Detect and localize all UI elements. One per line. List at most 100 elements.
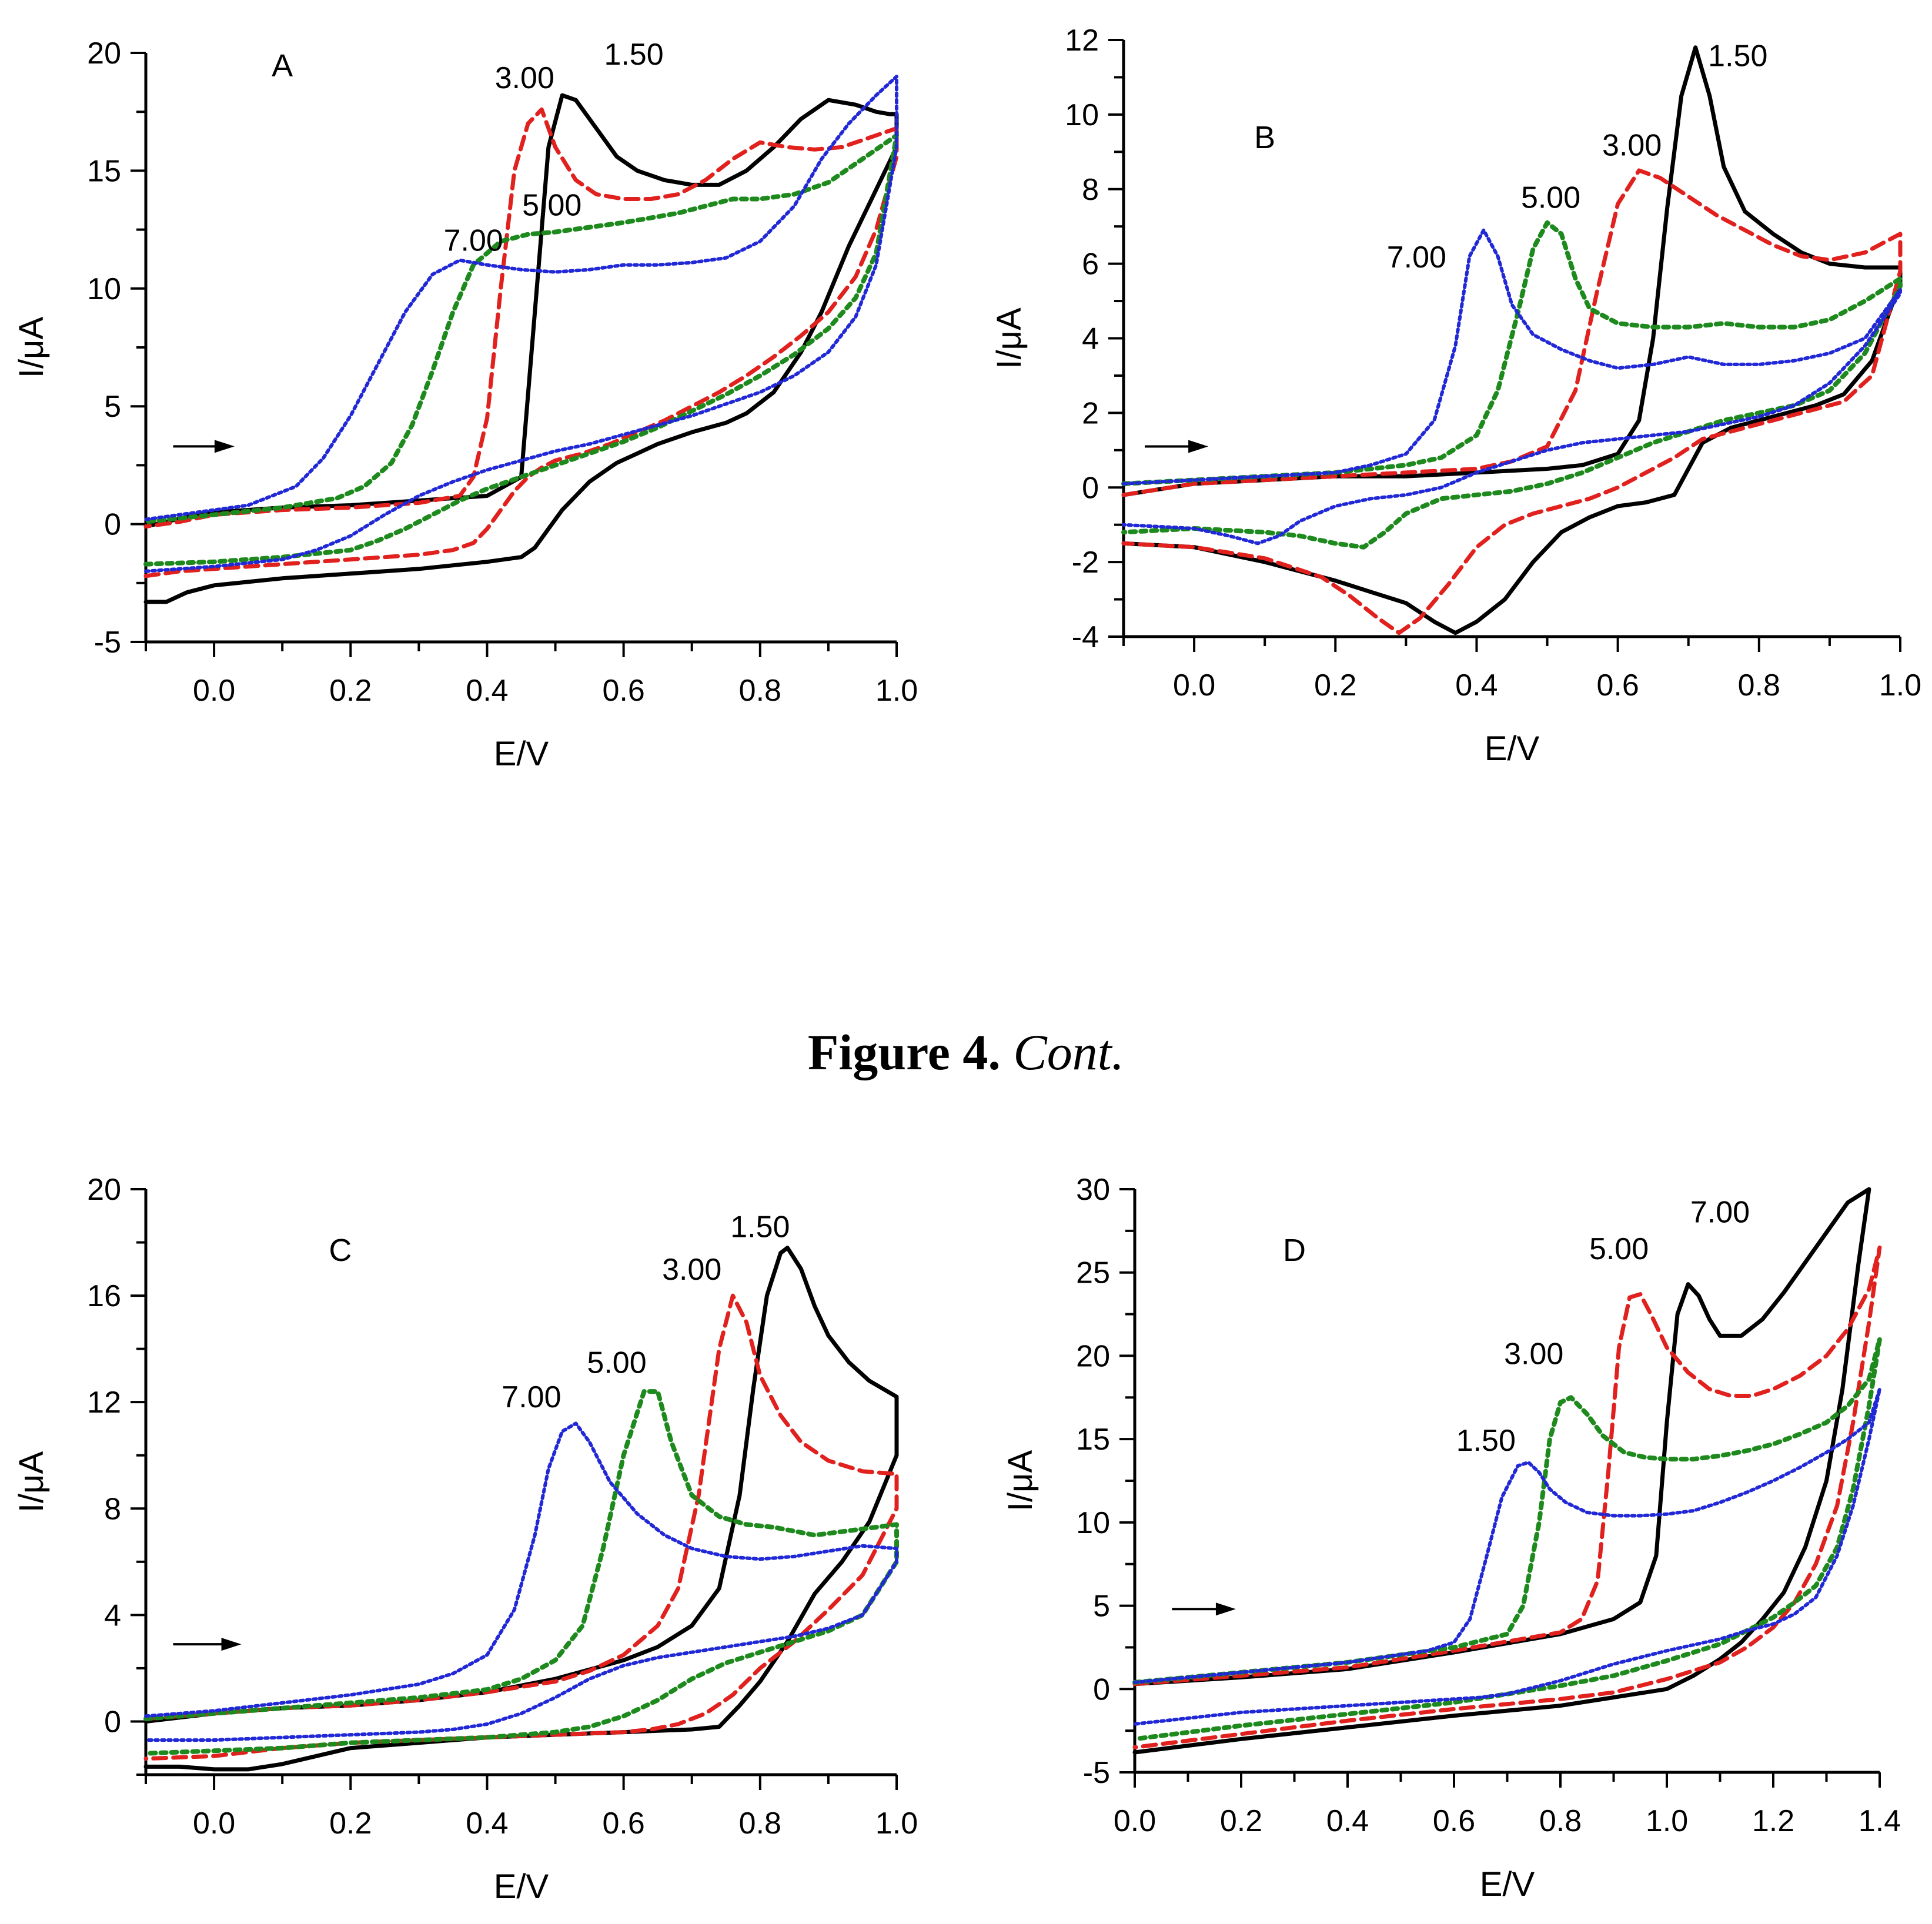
x-axis-label: E/V <box>494 735 549 773</box>
x-tick-label: 0.4 <box>466 674 508 708</box>
series-line-1.50 <box>1133 1387 1881 1726</box>
x-tick-label: 0.4 <box>1326 1804 1369 1838</box>
curve-label: 5.00 <box>587 1346 646 1380</box>
caption-italic: Cont. <box>1013 1024 1125 1080</box>
x-axis-label: E/V <box>1480 1865 1535 1903</box>
x-tick-label: 0.2 <box>329 1806 372 1841</box>
caption-bold: Figure 4. <box>807 1024 1001 1080</box>
scan-arrow-head <box>221 1638 242 1651</box>
x-tick-label: 0.4 <box>466 1806 508 1841</box>
series-line-3.00 <box>1121 168 1903 635</box>
y-tick-label: 5 <box>104 390 121 424</box>
series-line-5.00 <box>1121 220 1903 550</box>
y-tick-label: 10 <box>1076 1506 1110 1540</box>
x-tick-label: 0.0 <box>1173 668 1215 702</box>
panel-d: 0.0 0.2 0.4 0.6 0.8 1.0 1.2 1.4 -5 0 5 10 15 20 25 30 E/… <box>1001 1173 1901 1903</box>
y-axis-label: I/μA <box>12 317 51 379</box>
y-tick-label: 10 <box>87 272 121 306</box>
y-tick-label: 10 <box>1065 98 1099 132</box>
x-tick-label: 0.8 <box>739 1806 781 1841</box>
curve-label: 3.00 <box>1504 1337 1563 1371</box>
y-tick-label: 0 <box>104 508 121 542</box>
y-tick-label: 0 <box>1093 1672 1110 1706</box>
series-line-3.00 <box>143 1293 899 1761</box>
x-tick-label: 0.2 <box>1220 1804 1262 1838</box>
y-tick-label: 12 <box>1065 24 1099 58</box>
series-line-7.00 <box>144 1421 898 1742</box>
y-tick-label: 15 <box>87 154 121 188</box>
figure-caption: Figure 4. Cont. <box>0 1023 1932 1082</box>
y-tick-label: 6 <box>1082 247 1099 282</box>
y-tick-label: -5 <box>94 625 121 660</box>
y-tick-label: 2 <box>1082 396 1099 430</box>
series-line-7.00 <box>144 75 898 573</box>
series-line-3.00 <box>143 107 899 578</box>
y-axis-label: I/μA <box>12 1451 51 1513</box>
y-tick-label: 30 <box>1076 1173 1110 1207</box>
x-tick-label: 1.4 <box>1859 1804 1901 1838</box>
curve-label: 5.00 <box>1521 180 1580 215</box>
x-tick-label: 1.0 <box>875 674 918 708</box>
y-tick-label: 0 <box>1082 471 1099 505</box>
x-tick-label: 0.2 <box>1314 668 1356 702</box>
series-line-1.50 <box>143 1246 899 1772</box>
curve-label: 7.00 <box>502 1380 561 1414</box>
y-tick-label: 25 <box>1076 1256 1110 1290</box>
y-tick-label: -4 <box>1072 620 1099 654</box>
series-line-7.00 <box>1122 228 1902 546</box>
panel-letter: A <box>272 48 293 83</box>
y-tick-label: 8 <box>1082 173 1099 207</box>
y-tick-label: 5 <box>1093 1590 1110 1624</box>
curve-label: 7.00 <box>1387 240 1446 275</box>
x-tick-label: 0.8 <box>1738 668 1780 702</box>
y-tick-label: 4 <box>1082 322 1099 356</box>
x-tick-label: 0.0 <box>1114 1804 1156 1838</box>
panel-b: 0.0 0.2 0.4 0.6 0.8 1.0 -4 -2 0 2 4 6 8 10 12 E/V I/μA B 1… <box>990 24 1921 768</box>
x-tick-label: 1.0 <box>1879 668 1921 702</box>
x-axis-label: E/V <box>494 1868 549 1906</box>
curve-label: 5.00 <box>522 189 581 223</box>
curve-label: 1.50 <box>1708 39 1767 73</box>
x-tick-label: 0.6 <box>602 674 644 708</box>
scan-arrow-head <box>214 440 235 453</box>
y-tick-label: 20 <box>1076 1339 1110 1373</box>
curve-label: 3.00 <box>662 1253 721 1287</box>
curve-label: 1.50 <box>604 38 663 72</box>
series-line-5.00 <box>143 133 899 567</box>
y-tick-label: 20 <box>87 36 121 71</box>
scan-arrow-head <box>1188 440 1209 453</box>
y-tick-label: -5 <box>1083 1756 1110 1790</box>
series-line-5.00 <box>143 1389 899 1756</box>
x-tick-label: 0.4 <box>1455 668 1498 702</box>
y-tick-label: 12 <box>87 1386 121 1420</box>
x-tick-label: 0.8 <box>739 674 781 708</box>
y-tick-label: -2 <box>1072 546 1099 580</box>
x-tick-label: 0.6 <box>602 1806 644 1841</box>
curve-label: 1.50 <box>1456 1424 1516 1458</box>
series-line-3.00 <box>1132 1337 1882 1742</box>
x-tick-label: 1.0 <box>875 1806 918 1841</box>
y-axis-label: I/μA <box>1001 1450 1039 1512</box>
x-axis-label: E/V <box>1485 730 1540 768</box>
curve-label: 3.00 <box>495 61 554 95</box>
y-tick-label: 20 <box>87 1173 121 1207</box>
curve-label: 1.50 <box>730 1210 790 1244</box>
x-tick-label: 0.8 <box>1539 1804 1582 1838</box>
series-line-5.00 <box>1132 1245 1882 1749</box>
panel-letter: B <box>1254 120 1275 155</box>
x-tick-label: 0.6 <box>1433 1804 1475 1838</box>
series-line-7.00 <box>1132 1187 1871 1755</box>
panel-a: 0.0 0.2 0.4 0.6 0.8 1.0 -5 0 5 10 15 20 E/V I/μA A 1.50… <box>12 36 918 773</box>
y-tick-label: 16 <box>87 1279 121 1313</box>
curve-label: 7.00 <box>444 224 503 258</box>
scan-arrow-head <box>1215 1602 1236 1616</box>
series-line-1.50 <box>1121 45 1903 635</box>
panel-letter: C <box>329 1233 352 1268</box>
x-tick-label: 1.2 <box>1752 1804 1794 1838</box>
panel-letter: D <box>1283 1233 1306 1268</box>
y-tick-label: 8 <box>104 1492 121 1526</box>
y-axis-label: I/μA <box>990 307 1028 369</box>
x-tick-label: 0.0 <box>193 1806 235 1841</box>
x-tick-label: 0.2 <box>329 674 372 708</box>
